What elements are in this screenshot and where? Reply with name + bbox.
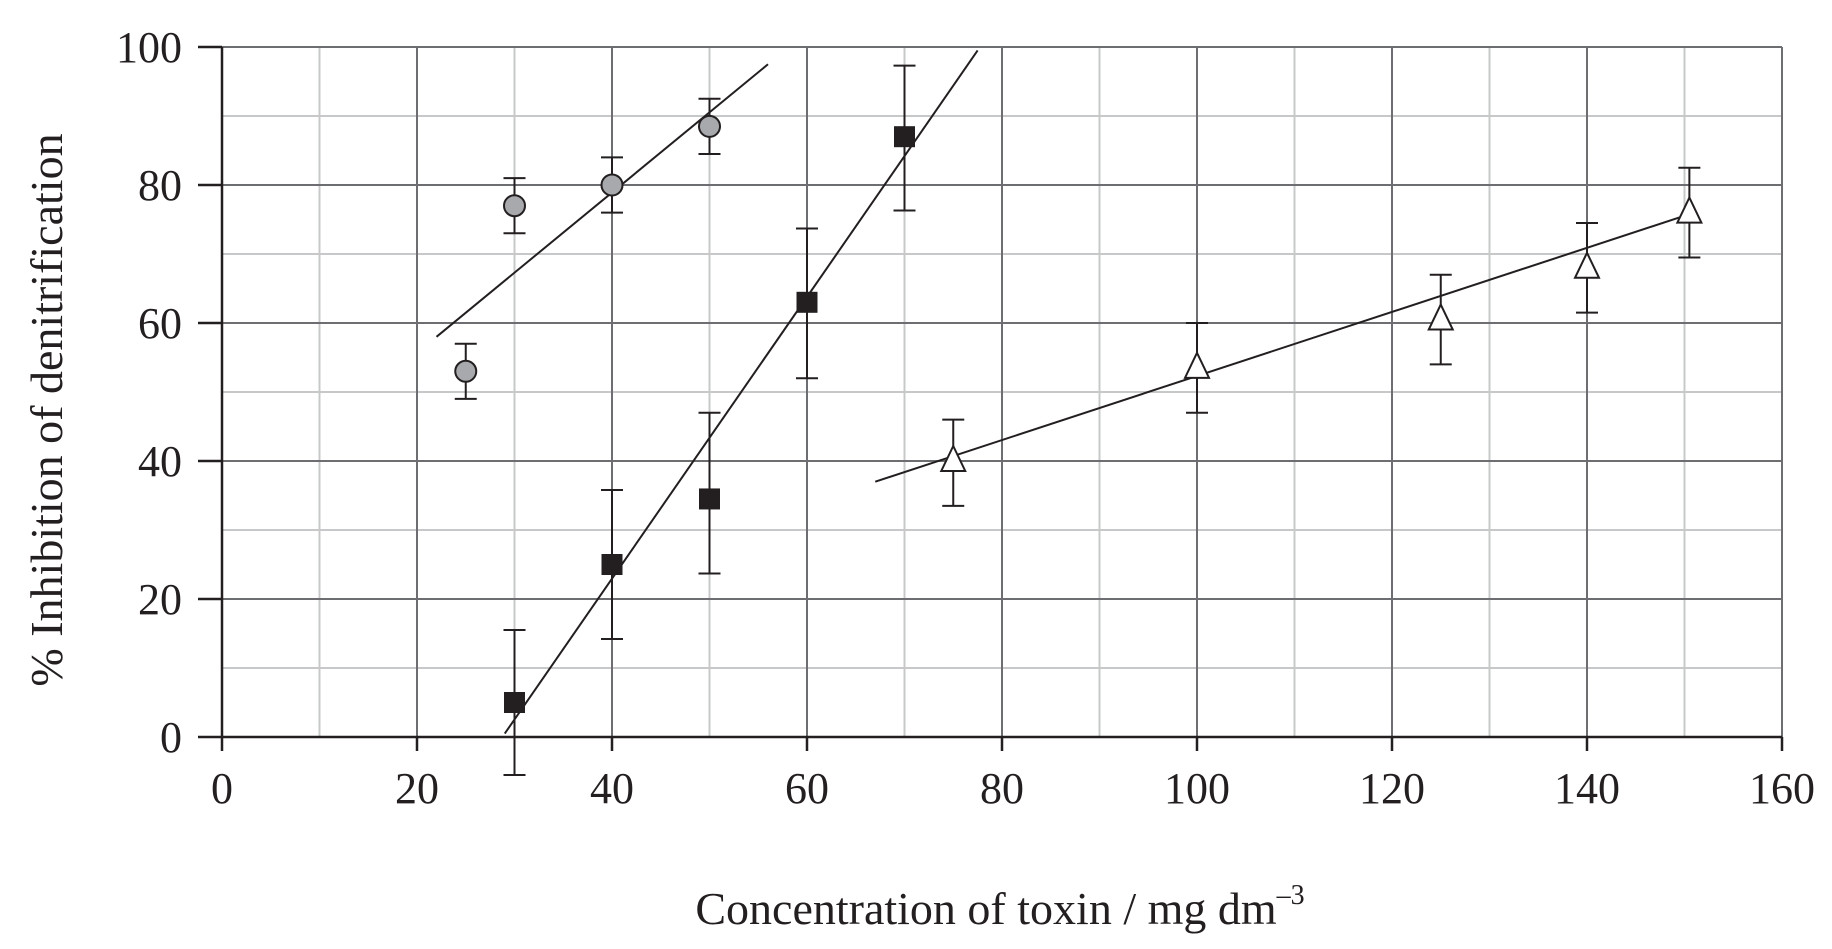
square-marker [504, 692, 525, 713]
tick-labels: 0 20 40 60 80 100 120 140 160 0 20 40 60 80 100 [116, 23, 1815, 813]
trendlines [435, 49, 1695, 735]
grid [222, 46, 1783, 737]
y-axis-title: % Inhibition of denitrification [21, 133, 72, 686]
error-bars [454, 64, 1701, 776]
x-tick-label: 40 [590, 764, 634, 813]
square-marker [601, 554, 623, 575]
trendline-square [503, 49, 979, 735]
x-axis-title-superscript: –3 [1276, 880, 1305, 911]
square-marker [796, 291, 818, 313]
x-tick-label: 0 [211, 764, 233, 813]
y-tick-label: 60 [138, 299, 182, 348]
triangle-marker [1183, 350, 1211, 379]
y-tick-label: 0 [160, 713, 182, 762]
x-tick-label: 20 [395, 764, 439, 813]
x-tick-label: 80 [980, 764, 1024, 813]
x-tick-label: 140 [1554, 764, 1620, 813]
data-markers [454, 114, 1703, 713]
circle-marker [600, 173, 624, 197]
trendline-circle [435, 63, 769, 338]
circle-marker [454, 359, 478, 383]
x-tick-label: 160 [1749, 764, 1815, 813]
triangle-marker [1675, 195, 1703, 224]
y-tick-label: 100 [116, 23, 182, 72]
square-marker [894, 126, 915, 148]
triangle-marker [1573, 250, 1601, 279]
triangle-marker [1427, 302, 1455, 331]
square-marker [699, 488, 720, 510]
axes [198, 45, 1784, 751]
circle-marker [503, 194, 526, 218]
x-tick-label: 120 [1359, 764, 1425, 813]
y-tick-label: 20 [138, 575, 182, 624]
circle-marker [698, 114, 721, 138]
trendline-triangle [874, 211, 1695, 483]
x-axis-title-main: Concentration of toxin / mg dm [695, 883, 1277, 934]
y-tick-label: 80 [138, 161, 182, 210]
x-axis-title: Concentration of toxin / mg dm–3 [695, 880, 1304, 934]
x-tick-label: 60 [785, 764, 829, 813]
triangle-marker [939, 443, 967, 472]
x-tick-label: 100 [1164, 764, 1230, 813]
y-tick-label: 40 [138, 437, 182, 486]
